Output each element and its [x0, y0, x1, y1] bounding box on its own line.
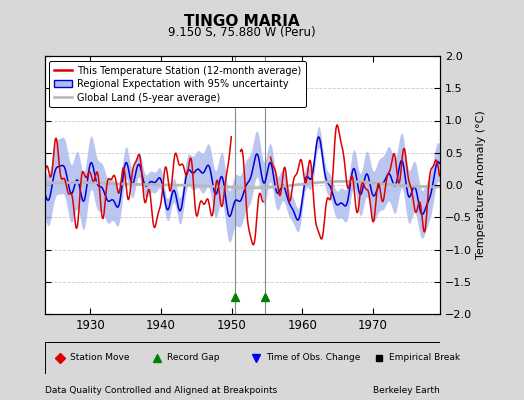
Text: Data Quality Controlled and Aligned at Breakpoints: Data Quality Controlled and Aligned at B… — [45, 386, 277, 395]
Legend: This Temperature Station (12-month average), Regional Expectation with 95% uncer: This Temperature Station (12-month avera… — [49, 61, 305, 107]
Text: 9.150 S, 75.880 W (Peru): 9.150 S, 75.880 W (Peru) — [168, 26, 316, 39]
Text: Berkeley Earth: Berkeley Earth — [374, 386, 440, 395]
Text: TINGO MARIA: TINGO MARIA — [184, 14, 300, 29]
Text: Time of Obs. Change: Time of Obs. Change — [266, 354, 361, 362]
Y-axis label: Temperature Anomaly (°C): Temperature Anomaly (°C) — [476, 111, 486, 259]
Text: Record Gap: Record Gap — [167, 354, 220, 362]
Text: Station Move: Station Move — [70, 354, 130, 362]
Text: Empirical Break: Empirical Break — [389, 354, 460, 362]
